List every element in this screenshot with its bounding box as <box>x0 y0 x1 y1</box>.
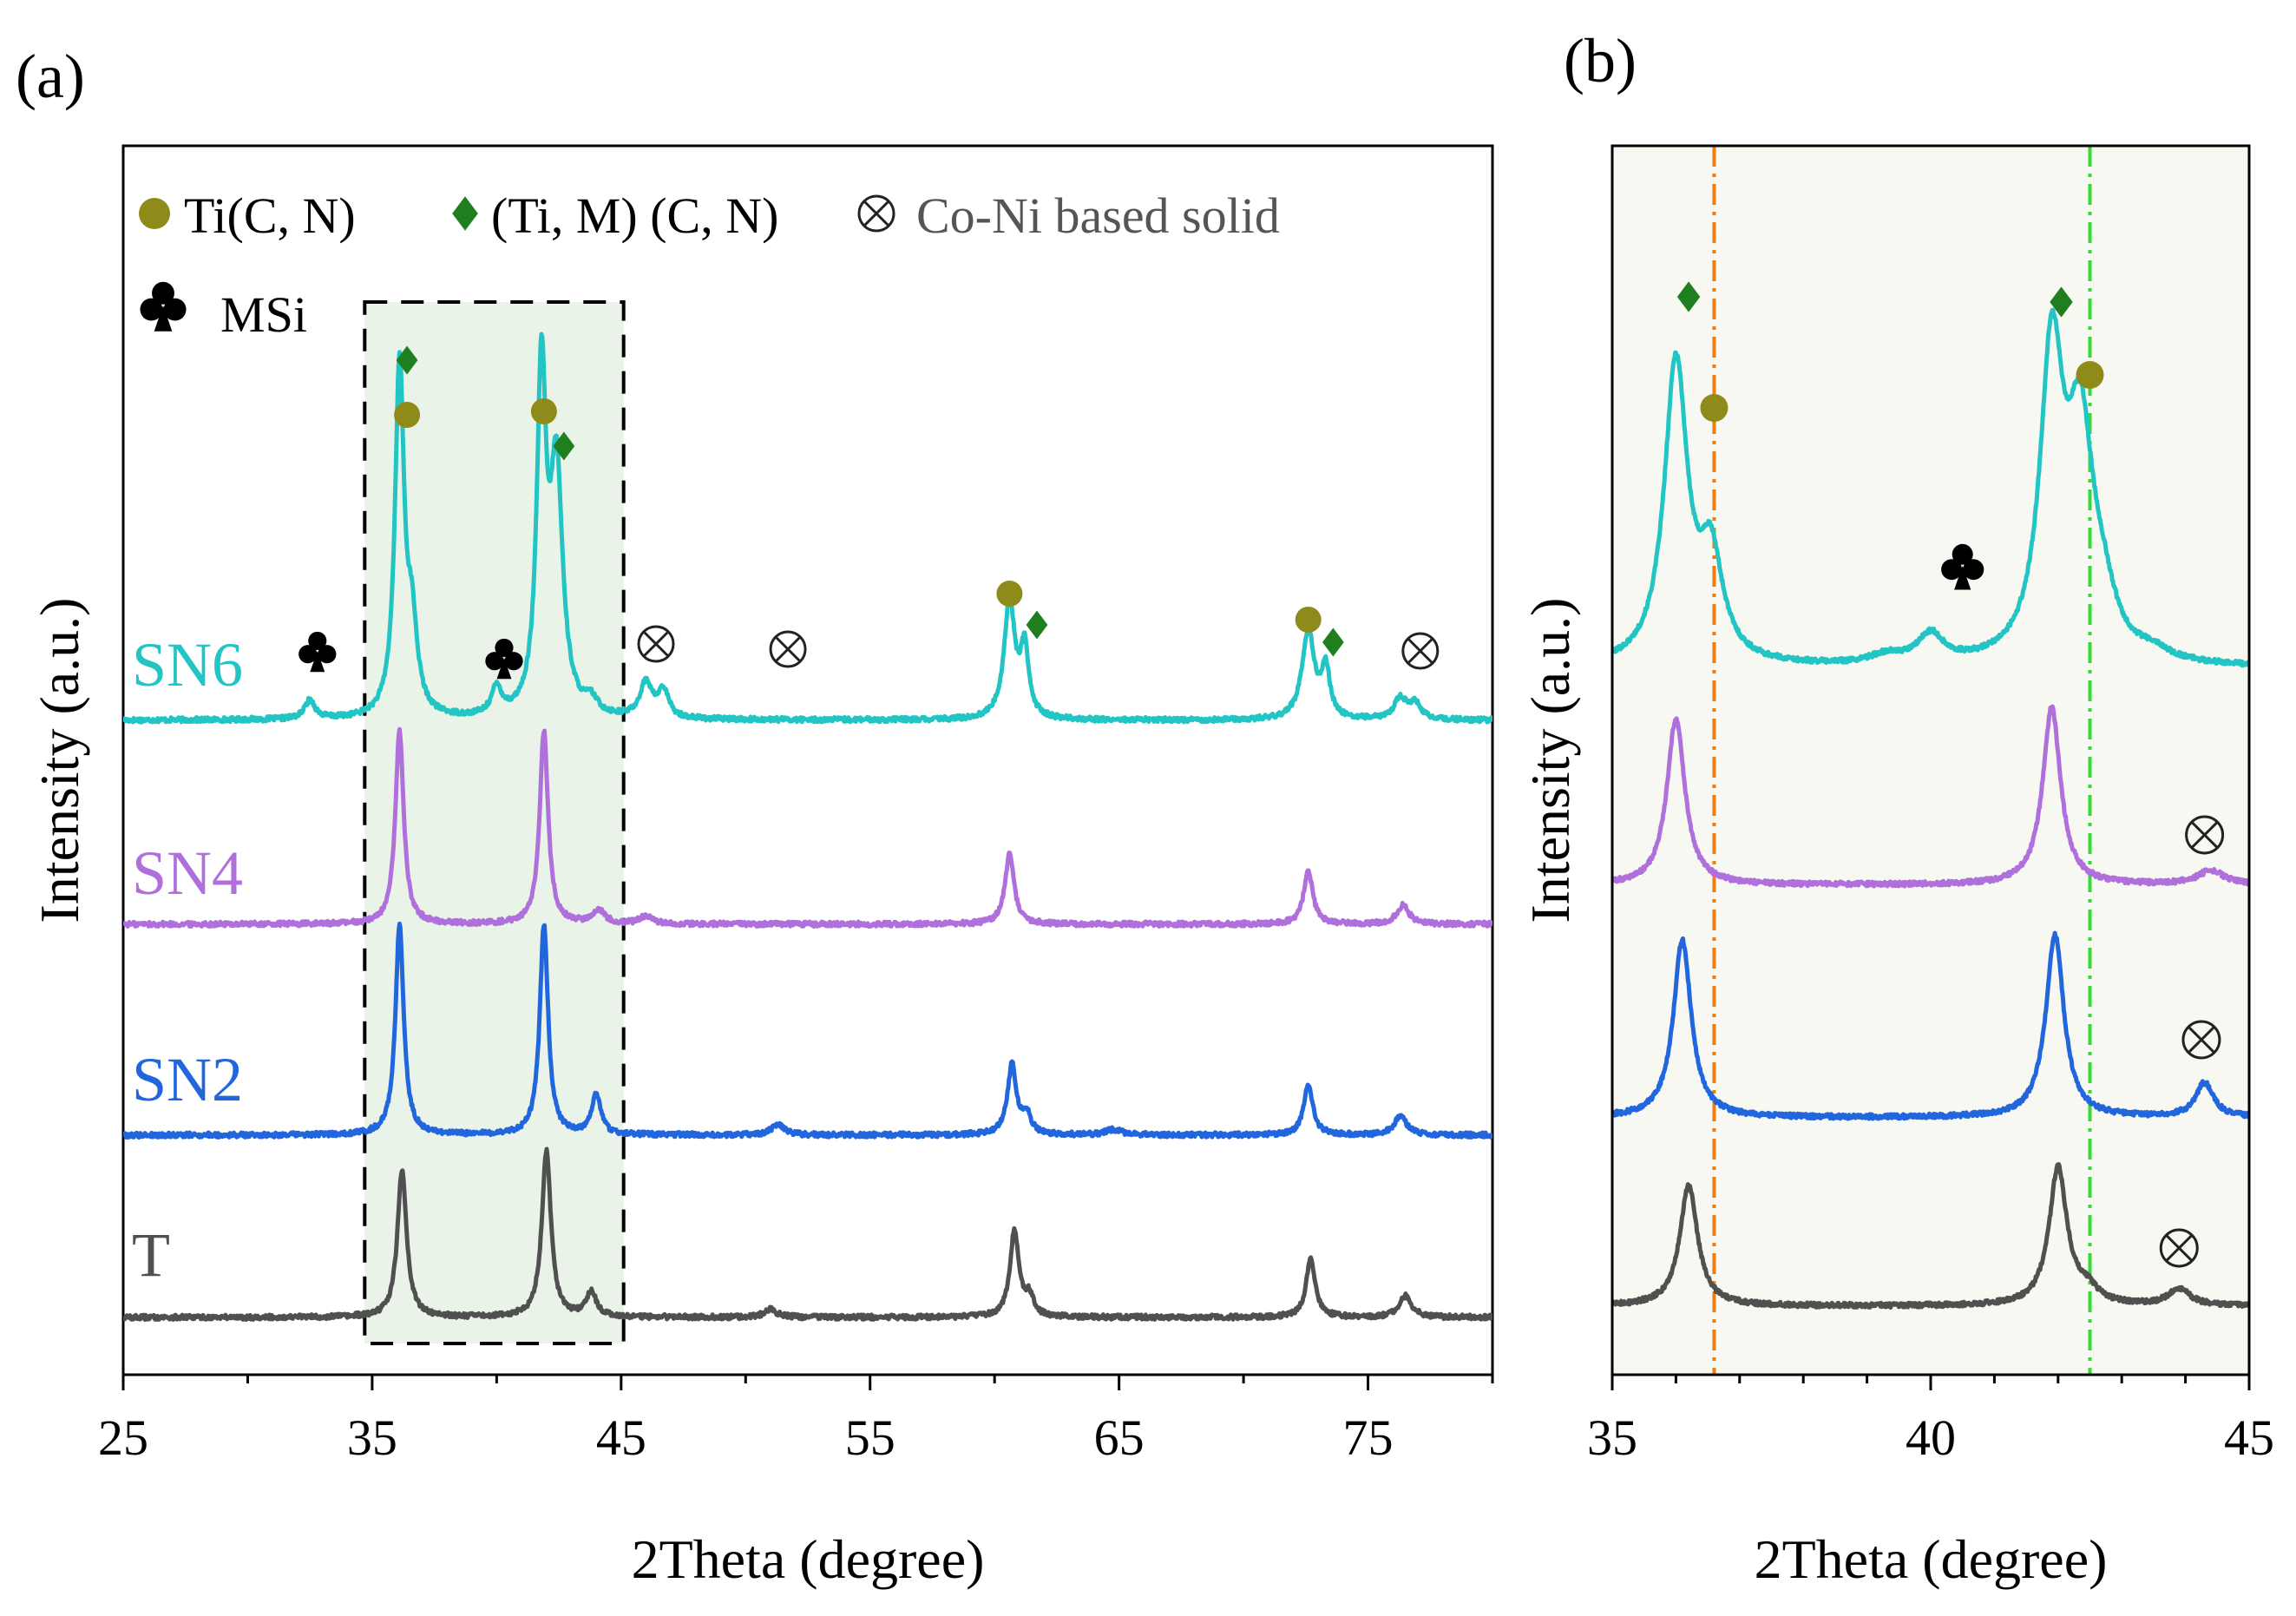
series-label-sn2: SN2 <box>132 1045 243 1114</box>
highlight-region <box>364 302 624 1343</box>
x-tick-label: 40 <box>1906 1409 1956 1466</box>
series-label-t: T <box>132 1220 170 1290</box>
panel-a-frame <box>121 144 1494 1376</box>
panel-b-reference-lines <box>1712 146 2092 1375</box>
panel-a-ylabel: Intensity (a.u.) <box>29 598 90 923</box>
series-sn4-line <box>1612 704 2249 889</box>
legend-label: (Ti, M) (C, N) <box>491 187 778 244</box>
peak-marker-club-icon <box>1941 543 1984 590</box>
legend-label: MSi <box>220 286 307 343</box>
peak-marker-diamond-icon <box>1322 627 1344 657</box>
x-tick-label: 65 <box>1094 1409 1145 1466</box>
legend-circle-icon <box>139 198 170 229</box>
series-t-line <box>1612 1162 2249 1310</box>
legend: Ti(C, N) (Ti, M) (C, N) Co-Ni based solid M… <box>139 187 1280 343</box>
peak-marker-diamond-icon <box>396 345 418 375</box>
x-tick-label: 35 <box>347 1409 397 1466</box>
panel-a-annotations <box>298 345 1440 680</box>
peak-marker-diamond-icon <box>2050 286 2073 318</box>
peak-marker-club-icon <box>485 638 523 680</box>
peak-marker-circle-icon <box>394 402 421 428</box>
x-tick-label: 45 <box>596 1409 646 1466</box>
panel-b-ylabel: Intensity (a.u.) <box>1519 598 1581 923</box>
x-tick-label: 35 <box>1587 1409 1637 1466</box>
peak-marker-circle-icon <box>2076 361 2104 389</box>
series-sn4-line <box>123 726 1492 930</box>
series-sn6-line <box>123 332 1492 725</box>
panel-a-xaxis: 25 35 45 55 65 75 <box>98 1375 1494 1466</box>
peak-marker-otimes-icon <box>1401 632 1440 670</box>
panel-b-annotations <box>1676 281 2225 1268</box>
x-tick-label: 75 <box>1343 1409 1394 1466</box>
legend-otimes-icon <box>857 194 895 233</box>
peak-marker-otimes-icon <box>2159 1228 2199 1268</box>
panel-a-series <box>123 332 1492 1322</box>
peak-marker-diamond-icon <box>1676 281 1701 312</box>
series-t-line <box>123 1146 1492 1322</box>
panel-b-background <box>1612 146 2249 1375</box>
series-label-sn4: SN4 <box>132 838 243 908</box>
legend-club-icon <box>140 281 187 332</box>
peak-marker-circle-icon <box>1700 394 1729 422</box>
x-tick-label: 45 <box>2224 1409 2274 1466</box>
peak-marker-diamond-icon <box>553 431 575 461</box>
legend-diamond-icon <box>452 196 478 231</box>
peak-marker-circle-icon <box>996 581 1023 607</box>
peak-marker-otimes-icon <box>2181 1020 2221 1060</box>
panel-b-xaxis: 35 40 45 <box>1587 1375 2274 1466</box>
peak-marker-diamond-icon <box>1026 610 1048 640</box>
peak-marker-club-icon <box>298 631 337 673</box>
legend-label: Ti(C, N) <box>184 187 356 244</box>
x-tick-label: 25 <box>98 1409 148 1466</box>
panel-b-label: (b) <box>1564 26 1637 95</box>
panel-b: (b) 35 40 45 2Theta (degree) Intensity (a.… <box>1519 26 2274 1590</box>
panel-b-series <box>1612 307 2249 1310</box>
peak-marker-otimes-icon <box>769 630 807 668</box>
panel-b-xlabel: 2Theta (degree) <box>1755 1528 2108 1590</box>
panel-a: (a) 25 35 45 55 65 75 SN6 SN4 SN2 T Ti(C, N) (Ti,… <box>16 42 1494 1590</box>
series-sn6-line <box>1612 307 2249 668</box>
peak-marker-otimes-icon <box>2185 815 2225 855</box>
series-sn2-line <box>1612 930 2249 1121</box>
series-sn2-line <box>123 921 1492 1140</box>
series-label-sn6: SN6 <box>132 630 243 700</box>
highlight-box <box>363 300 626 1345</box>
panel-a-series-labels: SN6 SN4 SN2 T <box>132 630 243 1290</box>
legend-label: Co-Ni based solid <box>916 187 1280 244</box>
peak-marker-circle-icon <box>530 398 557 424</box>
panel-a-xlabel: 2Theta (degree) <box>632 1528 985 1590</box>
peak-marker-circle-icon <box>1295 607 1322 633</box>
panel-a-label: (a) <box>16 42 85 111</box>
x-tick-label: 55 <box>845 1409 895 1466</box>
peak-marker-otimes-icon <box>637 625 675 663</box>
